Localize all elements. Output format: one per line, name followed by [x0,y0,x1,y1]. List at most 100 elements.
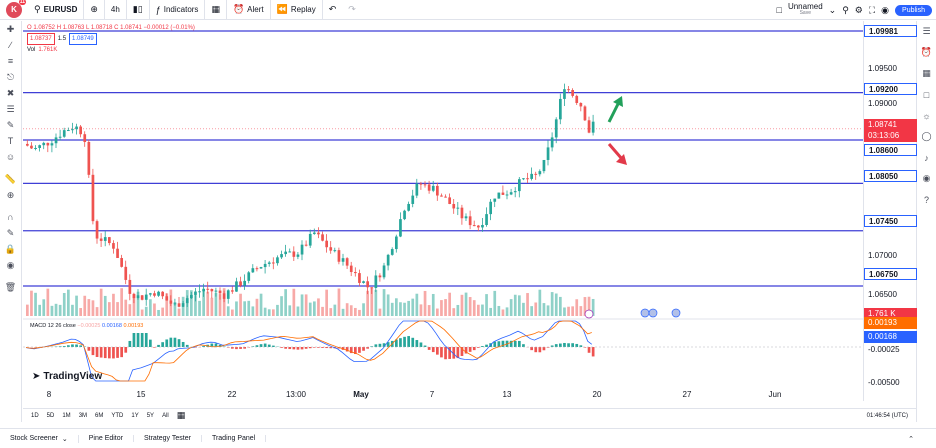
volume-bar [440,300,443,316]
publish-button[interactable]: Publish [895,4,932,16]
volume-bar [542,303,546,316]
volume-bar [345,303,349,316]
volume-bar [550,292,554,316]
range-ytd[interactable]: YTD [111,412,124,419]
volume-bar [243,301,246,316]
layout-name[interactable]: Unnamed Save [788,3,823,17]
compare-button[interactable]: ⊕ [84,0,105,20]
calendar-icon[interactable]: ▦ [922,68,931,78]
macd-histogram-bar [591,347,595,357]
time-axis[interactable]: 8 15 22 13:00 May 7 13 20 27 Jun [23,390,863,402]
fib-icon[interactable]: ☰ [6,103,15,114]
range-5d[interactable]: 5D [46,412,55,419]
chevron-down-icon[interactable]: ⌄ [828,4,837,15]
volume-bar [296,306,300,316]
tab-pine-editor[interactable]: Pine Editor [79,435,134,442]
time-label: 13 [502,390,512,399]
help-icon[interactable]: ? [923,194,929,205]
macd-histogram-bar [522,344,525,347]
macd-histogram-bar [419,342,423,347]
bid-ask-row: 1.08737 1.5 1.08749 [27,33,195,45]
lock-icon[interactable]: 🔒 [4,243,17,254]
lock-drawings-icon[interactable]: ✎ [6,227,15,238]
magnet-icon[interactable]: ∩ [7,212,14,222]
notifications-icon[interactable]: ♪ [924,152,929,163]
brush-icon[interactable]: ✎ [6,119,15,130]
settings-icon[interactable]: ⚙ [854,4,863,15]
candle-body [296,254,300,257]
price-scale[interactable]: 1.09981 1.09500 1.09200 1.09000 1.08741 … [863,21,917,401]
volume-bar [198,300,201,316]
volume-bar [214,292,218,316]
economic-events[interactable] [584,308,681,319]
trash-icon[interactable]: 🗑 [4,281,17,292]
ruler-icon[interactable]: 📏 [4,173,17,184]
chart-type-button[interactable]: ▮▯ [127,0,150,20]
collapse-panel-icon[interactable]: ⌃ [908,435,914,443]
zoom-icon[interactable]: ⊕ [6,189,15,200]
pattern-icon[interactable]: ✖ [6,87,15,98]
emoji-icon[interactable]: ☺ [5,152,16,162]
indicators-button[interactable]: ƒ Indicators [150,0,206,20]
candle-body [140,295,144,300]
price-chart[interactable] [23,21,863,401]
volume-bar [472,300,476,316]
streams-icon[interactable]: ◯ [921,131,932,141]
range-1m[interactable]: 1M [62,412,71,419]
range-6m[interactable]: 6M [95,412,104,419]
range-1d[interactable]: 1D [31,412,39,419]
layout-icon[interactable]: □ [776,5,782,15]
eye-icon[interactable]: ◉ [6,259,15,270]
templates-button[interactable]: ▦ [205,0,227,20]
ideas-icon[interactable]: ☼ [922,110,931,121]
utc-clock[interactable]: 01:46:54 (UTC) [866,412,908,419]
candle-body [149,293,152,295]
user-avatar[interactable]: K 11 [6,0,26,18]
buy-price[interactable]: 1.08749 [69,33,97,45]
replay-button[interactable]: ⏪ Replay [271,0,323,20]
signal-icon[interactable]: ◉ [922,173,931,183]
range-1y[interactable]: 1Y [131,412,139,419]
range-3m[interactable]: 3M [78,412,88,419]
redo-button[interactable]: ↷ [342,0,362,20]
macd-signal-value: 0.00193 [123,323,144,329]
volume-bar [79,308,82,316]
tab-strategy-tester[interactable]: Strategy Tester [134,435,202,442]
macd-histogram-bar [58,346,62,347]
chart-pane[interactable] [23,21,863,401]
sell-price[interactable]: 1.08737 [27,33,55,45]
goto-date-icon[interactable]: ▦ [176,410,186,420]
volume-bar [202,289,205,316]
trendline-icon[interactable]: ∕ [9,40,12,50]
interval-button[interactable]: 4h [105,0,127,20]
macd-histogram-bar [108,347,111,359]
pitchfork-icon[interactable]: ⎋ [6,71,15,82]
macd-histogram-bar [144,333,148,347]
fullscreen-icon[interactable]: ⛶ [868,4,876,15]
candle-body [452,203,456,209]
quick-search-icon[interactable]: ⚲ [842,4,849,15]
range-5y[interactable]: 5Y [146,412,155,419]
symbol-search[interactable]: ⚲ EURUSD [28,0,85,20]
candle-body [472,225,476,227]
crosshair-icon[interactable]: ✚ [6,23,15,34]
range-all[interactable]: All [162,412,169,419]
tab-trading-panel[interactable]: Trading Panel [202,435,267,442]
alerts-clock-icon[interactable]: ⏰ [920,47,933,57]
chat-icon[interactable]: □ [923,89,930,100]
alert-button[interactable]: ⏰ Alert [227,0,271,20]
volume-bar [546,305,550,316]
text-icon[interactable]: T [7,136,14,146]
volume-bar [62,292,66,316]
camera-icon[interactable]: ◉ [881,4,890,15]
macd-histogram-bar [132,333,136,347]
candle-body [75,126,78,130]
volume-bar [337,288,341,316]
horizontal-lines-icon[interactable]: ≡ [7,56,14,66]
undo-button[interactable]: ↶ [323,0,343,20]
macd-histogram-bar [395,339,398,347]
watchlist-icon[interactable]: ☰ [922,26,931,36]
bottom-panel-tabs: Stock Screener ⌄ Pine Editor Strategy Te… [0,428,936,448]
tab-stock-screener[interactable]: Stock Screener ⌄ [0,434,79,443]
macd-histogram-bar [575,343,579,347]
